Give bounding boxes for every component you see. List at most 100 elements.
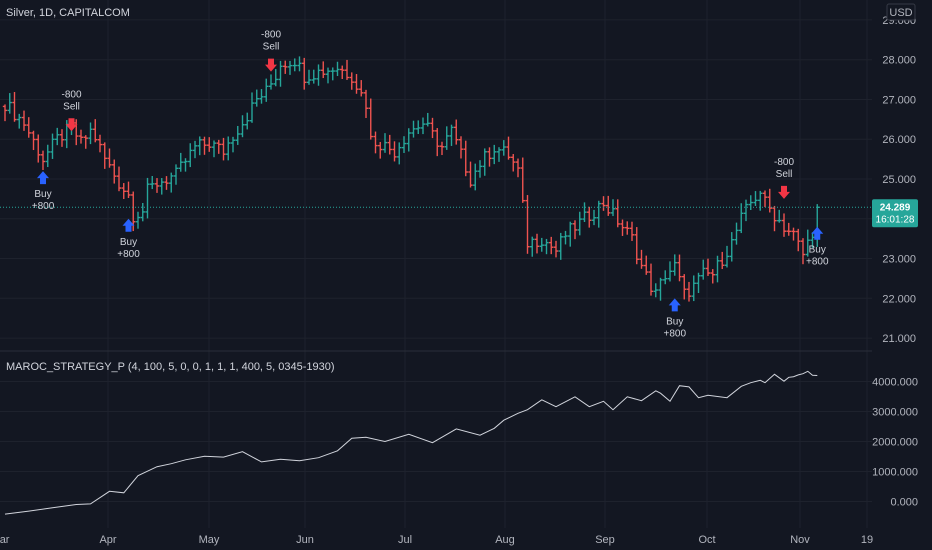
last-price-label: 24.289 16:01:28 xyxy=(872,199,918,228)
ohlc-bar xyxy=(7,93,12,114)
equity-pane[interactable] xyxy=(4,370,818,515)
ohlc-bar xyxy=(387,134,392,155)
ohlc-bar xyxy=(226,136,231,161)
sell-arrow-icon xyxy=(65,118,78,132)
ohlc-bar xyxy=(278,60,283,87)
buy-qty-label: +800 xyxy=(806,257,829,268)
ohlc-bar xyxy=(21,110,27,131)
equity-axis[interactable]: 0.000 1000.000 2000.000 3000.000 4000.000 xyxy=(872,377,918,509)
ohlc-bar xyxy=(26,117,31,138)
ohlc-bar xyxy=(629,221,635,241)
buy-side-label: Buy xyxy=(666,316,683,327)
ohlc-bar xyxy=(183,158,188,172)
ohlc-bar xyxy=(625,221,630,235)
ohlc-bar xyxy=(492,144,497,165)
ohlc-bar xyxy=(216,139,221,154)
ohlc-bar xyxy=(359,80,364,97)
buy-signal: Buy+800 xyxy=(663,298,686,339)
price-pane[interactable] xyxy=(0,56,872,302)
price-axis[interactable]: 21.00022.00023.00024.00025.00026.00027.0… xyxy=(882,15,916,345)
time-tick-label: Jun xyxy=(296,534,314,546)
ohlc-bar xyxy=(658,277,663,301)
ohlc-bar xyxy=(31,130,36,151)
ohlc-bar xyxy=(663,270,668,285)
ohlc-bar xyxy=(482,148,487,176)
ohlc-bar xyxy=(97,134,103,153)
ohlc-bar xyxy=(59,129,65,147)
ohlc-bar xyxy=(786,222,791,236)
ohlc-bar xyxy=(591,209,597,226)
price-tick-label: 26.000 xyxy=(882,134,916,146)
ohlc-bar xyxy=(240,115,245,138)
ohlc-bar xyxy=(340,65,345,80)
ohlc-bar xyxy=(430,117,435,139)
buy-signal: Buy+800 xyxy=(806,226,829,268)
ohlc-bar xyxy=(207,137,212,152)
ohlc-bar xyxy=(12,92,17,122)
trade-signals: -800SellBuy+800Buy+800-800SellBuy+800-80… xyxy=(32,30,829,340)
ohlc-bar xyxy=(392,141,397,162)
ohlc-bar xyxy=(577,211,582,236)
currency-badge[interactable]: USD xyxy=(886,3,916,21)
ohlc-bar xyxy=(549,236,554,255)
ohlc-bar xyxy=(107,148,112,168)
equity-curve xyxy=(4,370,818,515)
ohlc-bar xyxy=(667,261,673,282)
ohlc-bar xyxy=(777,209,782,223)
ohlc-bar xyxy=(487,147,492,167)
ohlc-bar xyxy=(354,74,359,94)
ohlc-bar xyxy=(316,64,321,86)
ohlc-bar xyxy=(169,172,174,193)
buy-side-label: Buy xyxy=(809,245,826,256)
ohlc-bar xyxy=(496,147,502,162)
ohlc-bar xyxy=(501,140,506,156)
ohlc-bar xyxy=(705,258,711,276)
ohlc-bar xyxy=(520,157,525,203)
ohlc-bar xyxy=(306,69,312,85)
ohlc-bar xyxy=(805,229,810,257)
ohlc-bar xyxy=(644,255,649,275)
ohlc-bar xyxy=(88,122,93,145)
ohlc-bar xyxy=(691,275,696,302)
ohlc-bar xyxy=(515,158,521,178)
ohlc-bar xyxy=(230,136,236,153)
ohlc-bar xyxy=(178,152,183,172)
ohlc-bar xyxy=(363,89,369,118)
price-tick-label: 28.000 xyxy=(882,55,916,67)
ohlc-bar xyxy=(634,227,639,265)
buy-arrow-icon xyxy=(811,226,824,240)
ohlc-bar xyxy=(188,143,193,168)
ohlc-bar xyxy=(368,98,373,140)
ohlc-bar xyxy=(729,232,734,262)
ohlc-bar xyxy=(416,120,421,134)
ohlc-bar xyxy=(648,263,654,296)
ohlc-bar xyxy=(620,219,625,236)
ohlc-bar xyxy=(302,57,307,90)
ohlc-bar xyxy=(192,140,198,159)
ohlc-bar xyxy=(791,227,796,241)
symbol-title[interactable]: Silver, 1D, CAPITALCOM xyxy=(6,7,130,19)
indicator-label[interactable]: MAROC_STRATEGY_P (4, 100, 5, 0, 0, 1, 1,… xyxy=(6,361,335,373)
ohlc-bar xyxy=(677,254,682,282)
ohlc-bar xyxy=(78,129,84,144)
price-tick-label: 23.000 xyxy=(882,254,916,266)
time-axis[interactable]: Mar Apr May Jun Jul Aug Sep Oct Nov 19 xyxy=(0,534,873,546)
sell-arrow-icon xyxy=(778,185,790,199)
equity-tick-label: 0.000 xyxy=(890,497,918,509)
ohlc-bar xyxy=(283,60,288,74)
sell-qty-label: -800 xyxy=(61,89,81,100)
ohlc-bar xyxy=(525,195,530,254)
ohlc-bar xyxy=(164,176,169,190)
ohlc-bar xyxy=(344,59,350,80)
buy-arrow-icon xyxy=(668,298,681,312)
ohlc-bar xyxy=(534,233,540,254)
ohlc-bar xyxy=(477,160,483,178)
ohlc-bar xyxy=(458,136,464,159)
ohlc-bar xyxy=(264,78,269,102)
sell-side-label: Sell xyxy=(263,42,280,53)
ohlc-bar xyxy=(50,133,55,159)
ohlc-bar xyxy=(449,124,454,146)
